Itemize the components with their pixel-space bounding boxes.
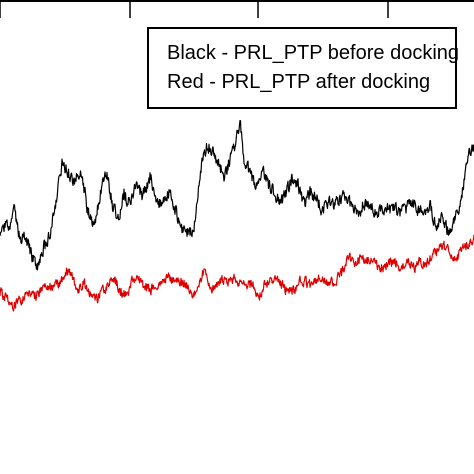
axes xyxy=(0,0,474,18)
legend: Black - PRL_PTP before docking Red - PRL… xyxy=(147,27,460,109)
series-black-line xyxy=(0,119,474,271)
series-red-line xyxy=(0,234,474,312)
legend-entry-red: Red - PRL_PTP after docking xyxy=(167,71,431,93)
legend-entry-black: Black - PRL_PTP before docking xyxy=(167,42,460,64)
series-lines xyxy=(0,119,474,312)
